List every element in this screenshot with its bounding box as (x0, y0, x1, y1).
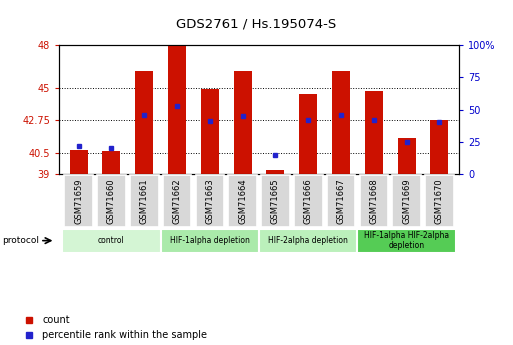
Text: GSM71659: GSM71659 (74, 178, 83, 224)
Bar (430, 120, 448, 174)
FancyBboxPatch shape (261, 175, 290, 227)
FancyBboxPatch shape (64, 175, 93, 227)
FancyBboxPatch shape (130, 175, 159, 227)
Text: GDS2761 / Hs.195074-S: GDS2761 / Hs.195074-S (176, 17, 337, 30)
Text: GSM71661: GSM71661 (140, 178, 149, 224)
Bar (70, 150, 88, 174)
Bar (103, 151, 121, 174)
FancyBboxPatch shape (425, 175, 454, 227)
Text: GSM71665: GSM71665 (271, 178, 280, 224)
FancyBboxPatch shape (195, 175, 224, 227)
Bar (332, 71, 350, 174)
Bar (266, 170, 285, 174)
Text: GSM71667: GSM71667 (337, 178, 346, 224)
FancyBboxPatch shape (62, 229, 161, 253)
Text: HIF-1alpha HIF-2alpha
depletion: HIF-1alpha HIF-2alpha depletion (364, 231, 449, 250)
Bar (365, 91, 383, 174)
Text: GSM71669: GSM71669 (402, 178, 411, 224)
Bar (233, 71, 252, 174)
Text: count: count (42, 315, 70, 325)
Text: protocol: protocol (3, 236, 40, 245)
Text: HIF-2alpha depletion: HIF-2alpha depletion (268, 236, 348, 245)
Text: GSM71663: GSM71663 (205, 178, 214, 224)
Bar (299, 94, 317, 174)
Text: GSM71668: GSM71668 (369, 178, 379, 224)
FancyBboxPatch shape (360, 175, 388, 227)
Bar (398, 138, 416, 174)
Text: HIF-1alpha depletion: HIF-1alpha depletion (170, 236, 250, 245)
Text: GSM71670: GSM71670 (435, 178, 444, 224)
Bar (168, 46, 186, 174)
Text: percentile rank within the sample: percentile rank within the sample (42, 330, 207, 340)
Text: GSM71660: GSM71660 (107, 178, 116, 224)
Text: control: control (98, 236, 125, 245)
FancyBboxPatch shape (259, 229, 358, 253)
FancyBboxPatch shape (294, 175, 323, 227)
Bar (135, 71, 153, 174)
FancyBboxPatch shape (97, 175, 126, 227)
FancyBboxPatch shape (358, 229, 456, 253)
FancyBboxPatch shape (228, 175, 257, 227)
Text: GSM71662: GSM71662 (172, 178, 182, 224)
Text: GSM71664: GSM71664 (238, 178, 247, 224)
FancyBboxPatch shape (163, 175, 191, 227)
Text: GSM71666: GSM71666 (304, 178, 313, 224)
Bar (201, 89, 219, 174)
FancyBboxPatch shape (161, 229, 259, 253)
FancyBboxPatch shape (327, 175, 356, 227)
FancyBboxPatch shape (392, 175, 421, 227)
